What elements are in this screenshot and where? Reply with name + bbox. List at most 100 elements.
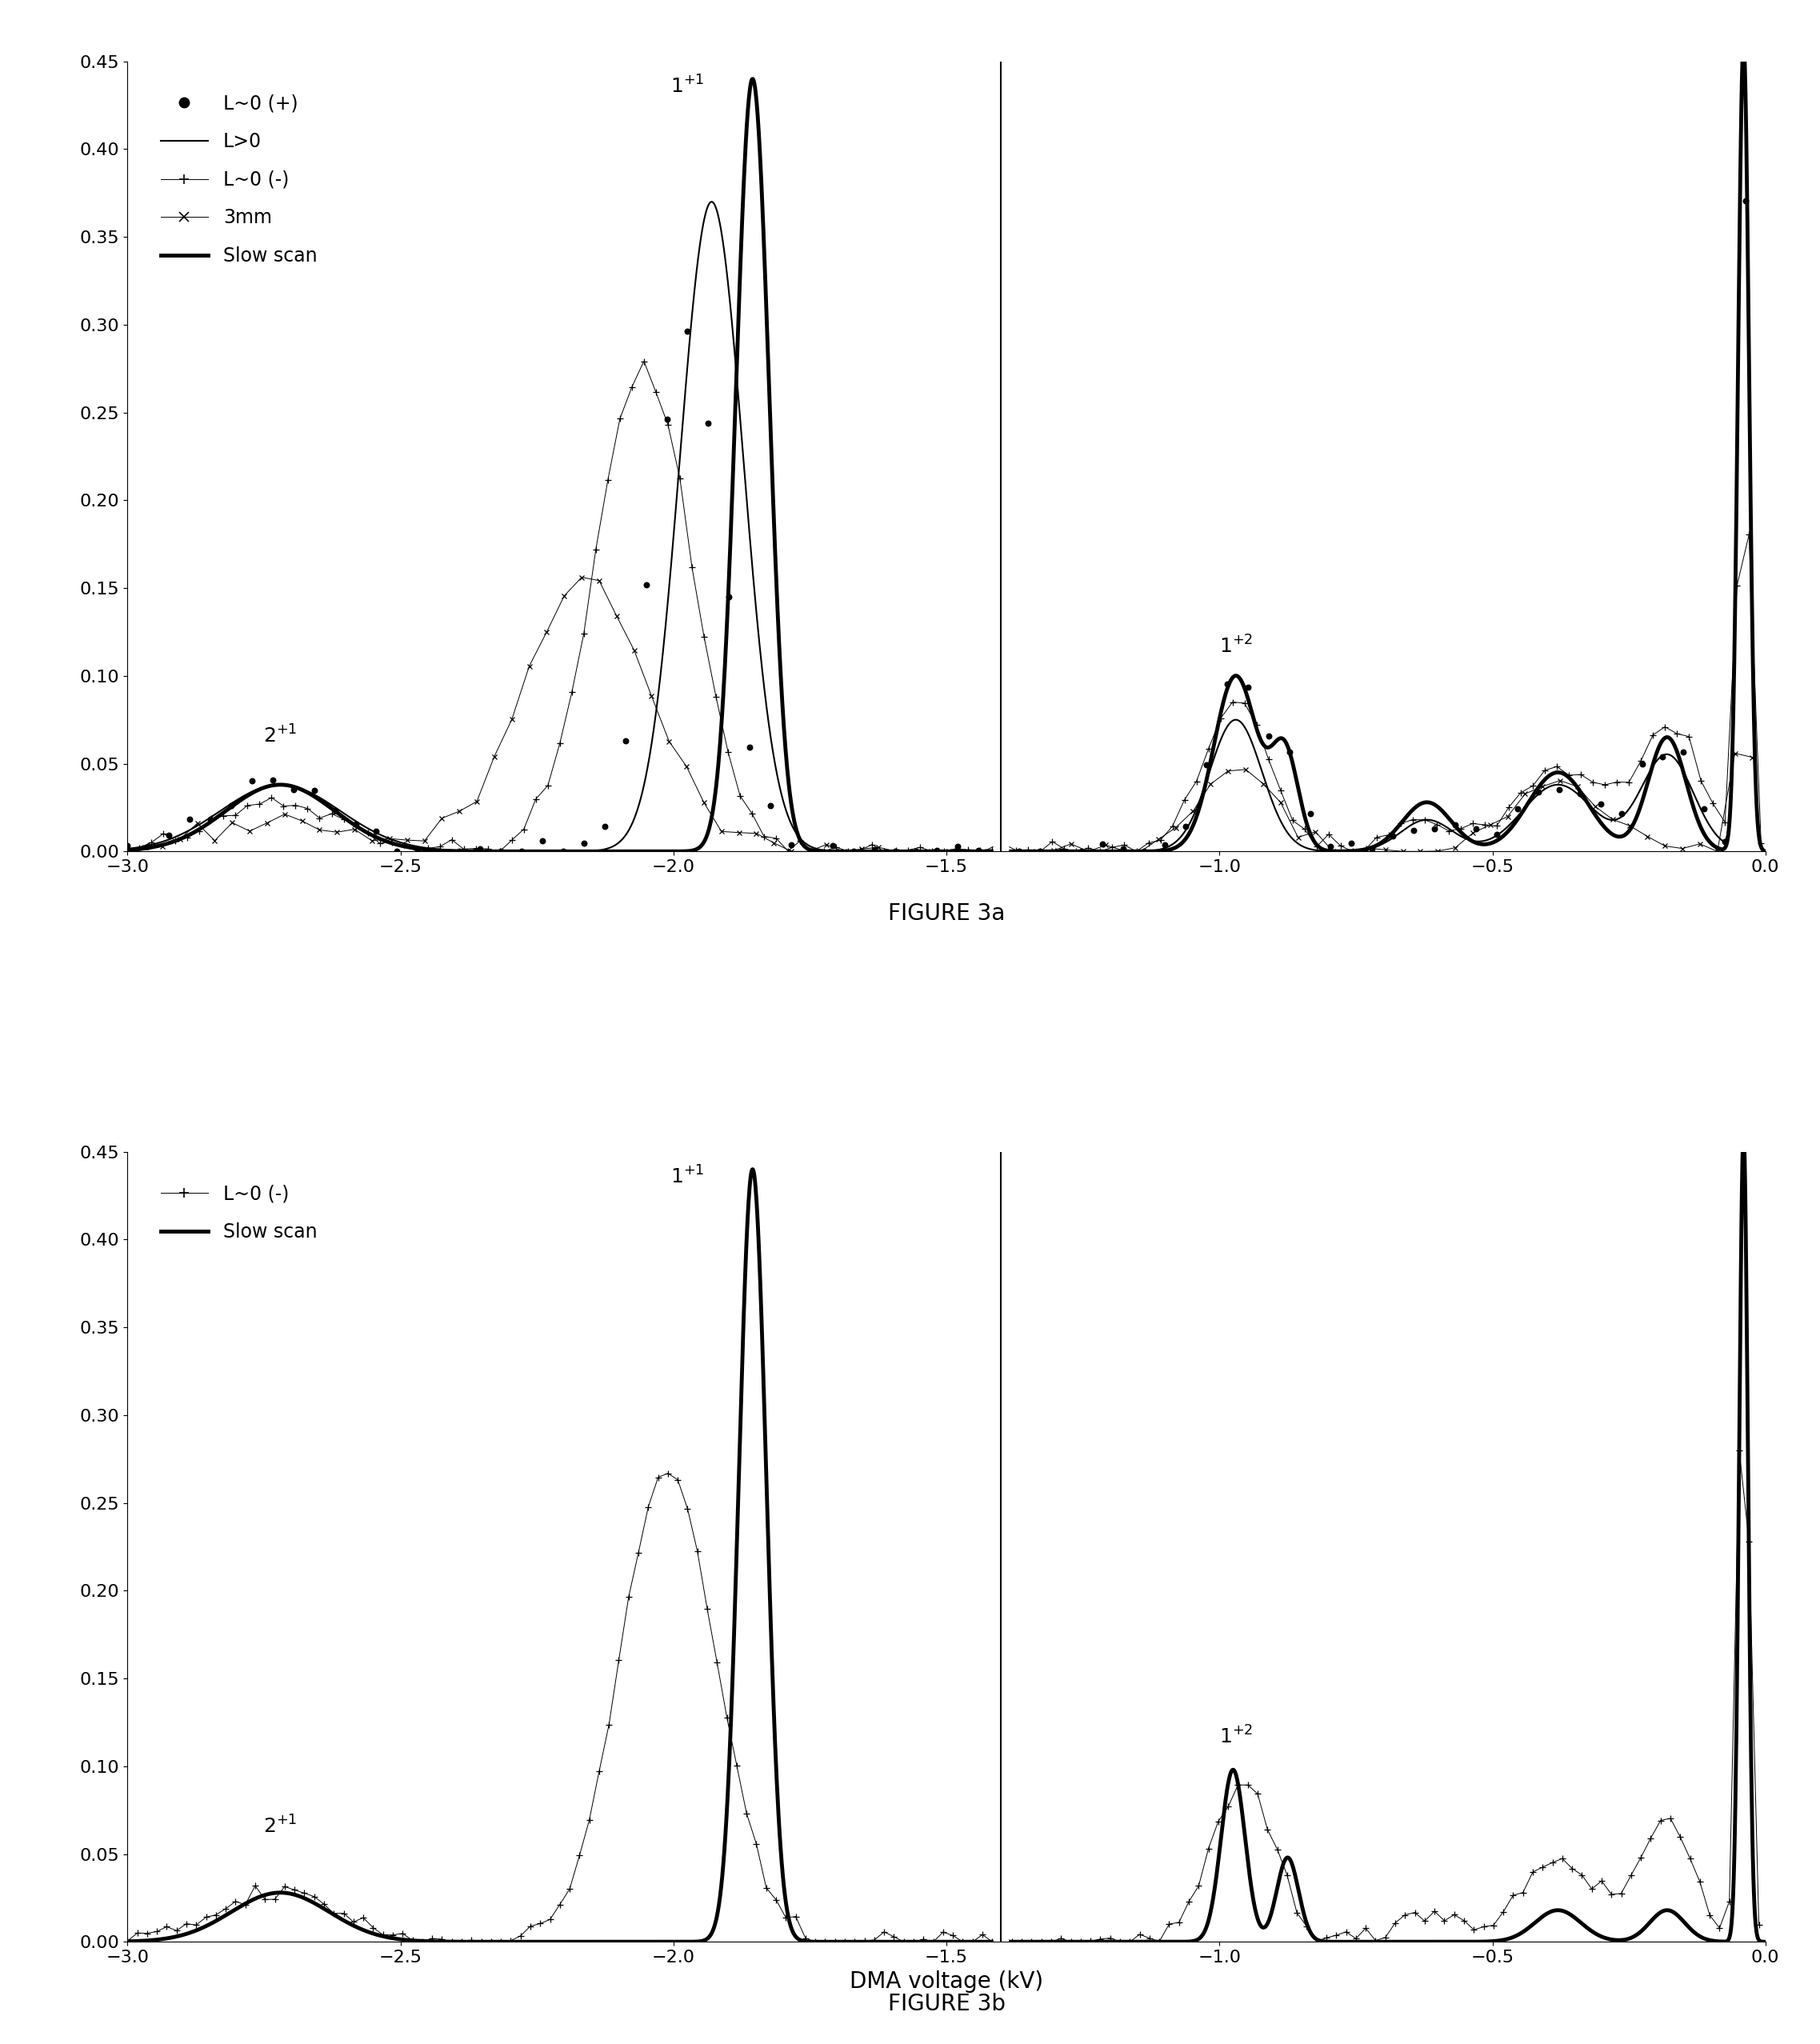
L~0 (-) — [943, 1923, 965, 1948]
Text: FIGURE 3a: FIGURE 3a — [888, 903, 1005, 926]
L~0 (+) — [1607, 797, 1636, 830]
L~0 (-) — [693, 623, 715, 648]
L~0 (+) — [155, 818, 184, 850]
L~0 (+) — [1067, 836, 1096, 869]
L~0 (+) — [1212, 668, 1241, 701]
Slow scan — [744, 80, 766, 104]
L>0 — [1733, 31, 1754, 55]
L~0 (+) — [859, 834, 888, 867]
L~0 (+) — [570, 828, 599, 861]
L~0 (-) — [333, 1901, 355, 1925]
L~0 (+) — [320, 795, 349, 828]
L>0 — [304, 783, 326, 807]
Text: FIGURE 3b: FIGURE 3b — [888, 1993, 1005, 2015]
Text: $2^{+1}$: $2^{+1}$ — [264, 1815, 297, 1838]
L~0 (+) — [197, 803, 226, 836]
L~0 (-) — [1751, 830, 1773, 854]
L~0 (+) — [340, 807, 369, 840]
L~0 (+) — [1503, 793, 1532, 826]
L~0 (+) — [1378, 820, 1407, 852]
L>0 — [744, 591, 766, 615]
L~0 (-) — [342, 1909, 364, 1934]
L~0 (-) — [1138, 830, 1159, 854]
L>0 — [400, 834, 422, 858]
L~0 (-) — [961, 1930, 983, 1954]
L~0 (-) — [116, 840, 138, 865]
3mm — [763, 830, 784, 854]
L~0 (+) — [735, 732, 764, 764]
L~0 (+) — [548, 836, 577, 869]
L~0 (+) — [1170, 809, 1199, 842]
L~0 (-) — [850, 838, 872, 863]
Slow scan — [1724, 1866, 1745, 1891]
L~0 (+) — [1400, 814, 1429, 846]
L~0 (+) — [133, 830, 162, 863]
L~0 (+) — [404, 836, 433, 869]
3mm — [397, 828, 419, 852]
Slow scan — [1724, 679, 1745, 703]
L~0 (-) — [411, 1930, 433, 1954]
L~0 (-) — [706, 1650, 728, 1674]
Slow scan — [1733, 31, 1754, 55]
Slow scan — [400, 836, 422, 861]
L~0 (+) — [508, 836, 537, 869]
Line: L~0 (-): L~0 (-) — [124, 1447, 1762, 1946]
3mm — [535, 619, 557, 644]
3mm — [116, 840, 138, 865]
L~0 (+) — [466, 832, 495, 865]
L~0 (+) — [1669, 736, 1698, 769]
L~0 (+) — [1234, 670, 1263, 703]
L~0 (+) — [1689, 793, 1718, 826]
L>0 — [116, 836, 138, 861]
L~0 (+) — [1420, 814, 1449, 846]
L~0 (-) — [116, 1930, 138, 1954]
L~0 (+) — [217, 789, 246, 822]
L~0 (+) — [444, 836, 473, 869]
L~0 (+) — [901, 836, 930, 869]
3mm — [1112, 838, 1134, 863]
L~0 (+) — [1296, 797, 1325, 830]
L~0 (+) — [819, 830, 848, 863]
Legend: L~0 (+), L>0, L~0 (-), 3mm, Slow scan: L~0 (+), L>0, L~0 (-), 3mm, Slow scan — [153, 86, 324, 274]
Line: Slow scan: Slow scan — [127, 43, 1765, 852]
Text: $1^{+2}$: $1^{+2}$ — [1219, 636, 1252, 656]
L~0 (+) — [1358, 832, 1387, 865]
L~0 (+) — [1026, 836, 1056, 869]
L~0 (+) — [1441, 807, 1471, 840]
L~0 (-) — [1198, 1836, 1219, 1860]
Slow scan — [304, 1891, 326, 1915]
L~0 (+) — [1565, 777, 1594, 809]
L~0 (+) — [1338, 828, 1367, 861]
Slow scan — [815, 1930, 837, 1954]
L~0 (-) — [730, 783, 752, 807]
L~0 (+) — [528, 824, 557, 856]
L~0 (+) — [382, 836, 411, 869]
3mm — [571, 564, 593, 589]
L~0 (+) — [237, 764, 266, 797]
L~0 (+) — [1088, 828, 1117, 861]
L>0 — [1547, 773, 1569, 797]
L~0 (+) — [1627, 748, 1656, 781]
L~0 (+) — [486, 836, 515, 869]
L~0 (+) — [1005, 836, 1034, 869]
Slow scan — [1754, 1930, 1776, 1954]
L~0 (-) — [1729, 1439, 1751, 1464]
Slow scan — [1034, 1930, 1056, 1954]
L~0 (+) — [258, 764, 288, 797]
L~0 (+) — [881, 836, 910, 869]
L~0 (+) — [300, 775, 329, 807]
L~0 (+) — [362, 816, 391, 848]
L~0 (+) — [278, 773, 308, 805]
L~0 (+) — [1046, 836, 1076, 869]
L~0 (+) — [632, 568, 661, 601]
L~0 (+) — [1150, 828, 1179, 861]
L~0 (+) — [424, 836, 453, 869]
Slow scan — [815, 840, 837, 865]
L~0 (+) — [777, 828, 806, 861]
L~0 (-) — [633, 350, 655, 374]
Line: L~0 (-): L~0 (-) — [124, 358, 1764, 854]
L~0 (+) — [113, 830, 142, 863]
L~0 (+) — [943, 830, 972, 863]
L~0 (+) — [963, 834, 992, 867]
L~0 (+) — [1731, 184, 1760, 217]
